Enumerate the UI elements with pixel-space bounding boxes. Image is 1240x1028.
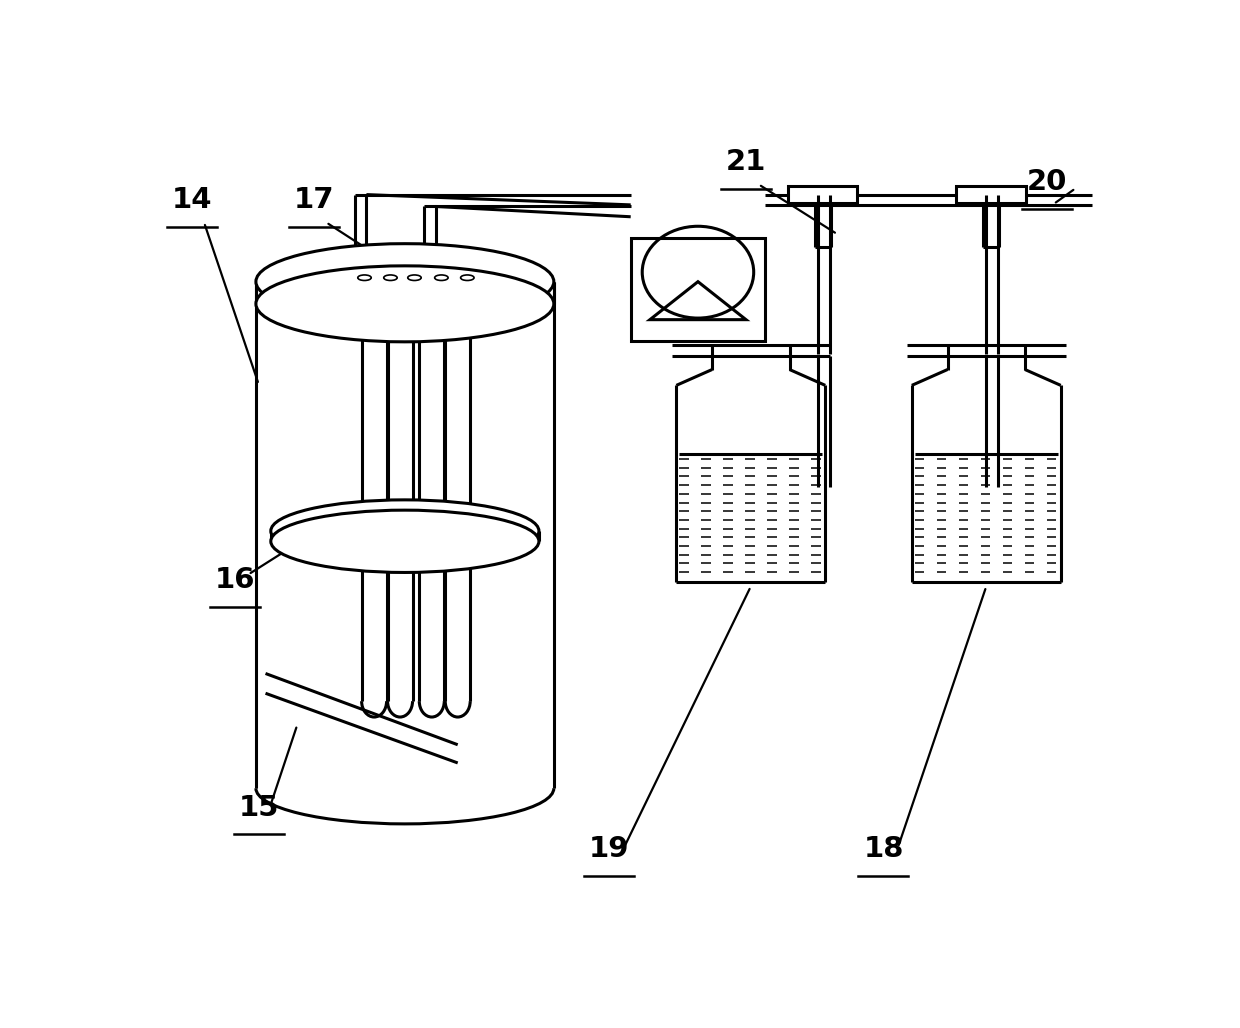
Bar bbox=[789, 186, 858, 204]
Ellipse shape bbox=[408, 274, 422, 281]
Text: 18: 18 bbox=[863, 836, 904, 864]
Ellipse shape bbox=[435, 274, 448, 281]
Ellipse shape bbox=[358, 274, 371, 281]
Text: 17: 17 bbox=[293, 186, 334, 215]
Bar bbox=[631, 238, 765, 341]
Ellipse shape bbox=[460, 274, 474, 281]
Ellipse shape bbox=[255, 266, 554, 342]
Text: 14: 14 bbox=[171, 186, 212, 215]
Bar bbox=[956, 186, 1025, 204]
Text: 20: 20 bbox=[1027, 169, 1066, 196]
Text: 19: 19 bbox=[588, 836, 629, 864]
Ellipse shape bbox=[270, 510, 539, 573]
Ellipse shape bbox=[255, 244, 554, 320]
Text: 15: 15 bbox=[238, 794, 279, 821]
Text: 21: 21 bbox=[725, 148, 766, 177]
Ellipse shape bbox=[383, 274, 397, 281]
Text: 16: 16 bbox=[215, 566, 255, 594]
Ellipse shape bbox=[270, 500, 539, 562]
